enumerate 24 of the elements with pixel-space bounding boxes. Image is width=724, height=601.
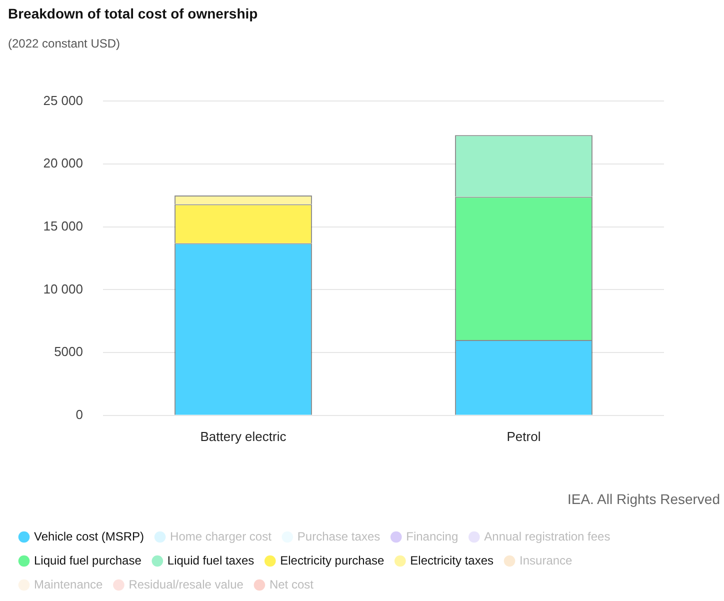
y-tick-label: 5000 [54,344,83,360]
text: IEA. All Rights Reserved [567,490,720,507]
legend-label: Insurance [520,553,573,568]
legend-label: Liquid fuel purchase [34,553,142,568]
legend-label: Purchase taxes [297,529,380,544]
chart-subtitle: (2022 constant USD) [8,36,120,50]
legend-label: Electricity taxes [410,553,494,568]
legend-label: Financing [406,529,458,544]
y-tick-label: 25 000 [43,92,83,108]
legend-label: Residual/resale value [128,577,244,592]
y-tick-label: 0 [76,406,83,422]
y-tick-label: 15 000 [43,218,83,234]
chart-title: Breakdown of total cost of ownership [8,5,258,22]
legend-label: Maintenance [34,577,104,592]
y-tick-label: 20 000 [43,156,83,171]
legend-label: Vehicle cost (MSRP) [34,529,144,544]
legend-label: Net cost [269,577,314,592]
legend-label: Electricity purchase [280,553,384,568]
legend-label: Liquid fuel taxes [167,553,254,568]
legend-label: Annual registration fees [484,529,610,544]
x-tick-label: Petrol [506,428,541,444]
y-tick-label: 10 000 [43,281,83,296]
x-tick-label: Battery electric [200,428,287,444]
legend-label: Home charger cost [170,529,272,544]
